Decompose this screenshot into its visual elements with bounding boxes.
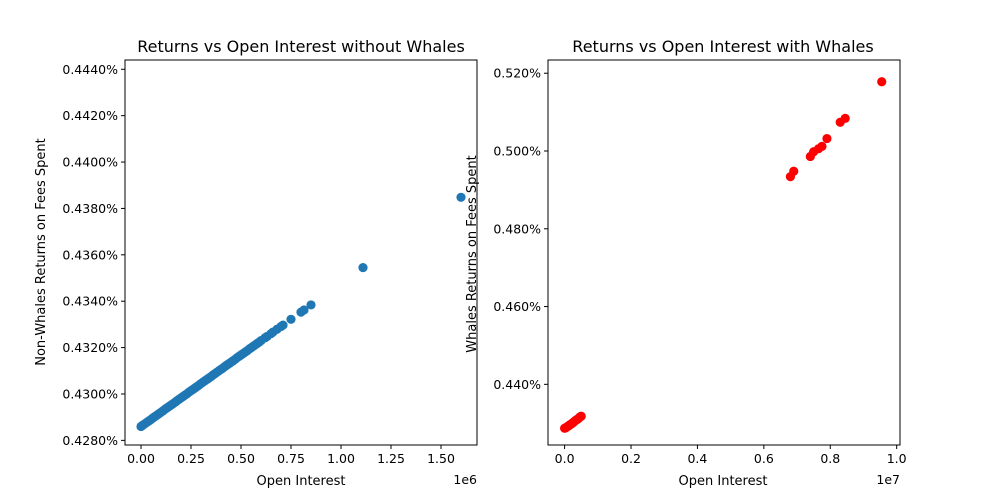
chart-right-x-tick-label: 0.4 (687, 451, 707, 466)
chart-left-y-tick-label: 0.4440% (62, 62, 118, 77)
chart-left-title: Returns vs Open Interest without Whales (137, 37, 465, 56)
chart-left-x-label: Open Interest (257, 474, 346, 489)
chart-left-x-tick-label: 0.75 (277, 451, 305, 466)
chart-left-x-tick-label: 1.50 (427, 451, 455, 466)
chart-right-x-tick-label: 0.0 (555, 451, 575, 466)
chart-left-y-tick-label: 0.4360% (62, 247, 118, 262)
chart-right-data-point (576, 411, 586, 421)
chart-right-points (560, 77, 887, 433)
chart-right-y-tick-label: 0.480% (493, 221, 541, 236)
chart-right-x-tick-label: 0.8 (820, 451, 840, 466)
chart-left-x-offset: 1e6 (453, 472, 477, 487)
chart-left: Returns vs Open Interest without Whales … (34, 37, 478, 489)
chart-left-y-tick-label: 0.4280% (62, 433, 118, 448)
chart-right-x-label: Open Interest (679, 474, 768, 489)
chart-left-y-tick-label: 0.4380% (62, 201, 118, 216)
chart-left-y-tick-label: 0.4400% (62, 155, 118, 170)
chart-left-y-tick-label: 0.4320% (62, 340, 118, 355)
chart-right-data-point (877, 77, 887, 87)
chart-right-data-point (817, 141, 827, 151)
chart-left-data-point (286, 314, 296, 324)
chart-left-ticks: 0.00 0.25 0.50 0.75 1.00 1.25 1.50 0.4280% 0.430… (62, 62, 455, 466)
chart-left-x-tick-label: 0.00 (127, 451, 155, 466)
chart-right-y-tick-label: 0.460% (493, 299, 541, 314)
chart-right: Returns vs Open Interest with Whales 0.0… (465, 37, 907, 489)
chart-left-x-tick-label: 1.00 (327, 451, 355, 466)
chart-right-x-tick-label: 0.2 (621, 451, 641, 466)
chart-right-title: Returns vs Open Interest with Whales (572, 37, 873, 56)
chart-right-y-tick-label: 0.500% (493, 144, 541, 159)
chart-left-x-tick-label: 0.50 (227, 451, 255, 466)
chart-left-x-tick-label: 1.25 (377, 451, 405, 466)
chart-left-y-tick-label: 0.4300% (62, 386, 118, 401)
chart-left-y-label: Non-Whales Returns on Fees Spent (34, 138, 49, 366)
chart-left-data-point (456, 192, 466, 202)
chart-left-y-tick-label: 0.4420% (62, 108, 118, 123)
chart-right-x-offset: 1e7 (876, 472, 900, 487)
chart-right-y-tick-label: 0.440% (493, 377, 541, 392)
chart-right-plot-frame (547, 59, 901, 446)
chart-left-x-tick-label: 0.25 (177, 451, 205, 466)
chart-right-y-label: Whales Returns on Fees Spent (465, 155, 480, 352)
chart-left-y-tick-label: 0.4340% (62, 294, 118, 309)
chart-right-y-tick-label: 0.520% (493, 66, 541, 81)
chart-left-data-point (358, 262, 368, 273)
chart-right-data-point (789, 166, 799, 176)
chart-left-points (136, 192, 466, 432)
chart-left-plot-frame (124, 59, 478, 446)
chart-right-x-tick-label: 1.0 (887, 451, 907, 466)
chart-right-ticks: 0.0 0.2 0.4 0.6 0.8 1.0 0.440% 0.460% 0.480% 0.50… (493, 66, 906, 466)
chart-left-data-point (278, 320, 288, 330)
chart-right-x-tick-label: 0.6 (754, 451, 774, 466)
chart-right-data-point (822, 133, 832, 144)
chart-left-data-point (306, 300, 316, 310)
chart-left-data-point (299, 305, 309, 315)
chart-right-data-point (840, 113, 850, 123)
